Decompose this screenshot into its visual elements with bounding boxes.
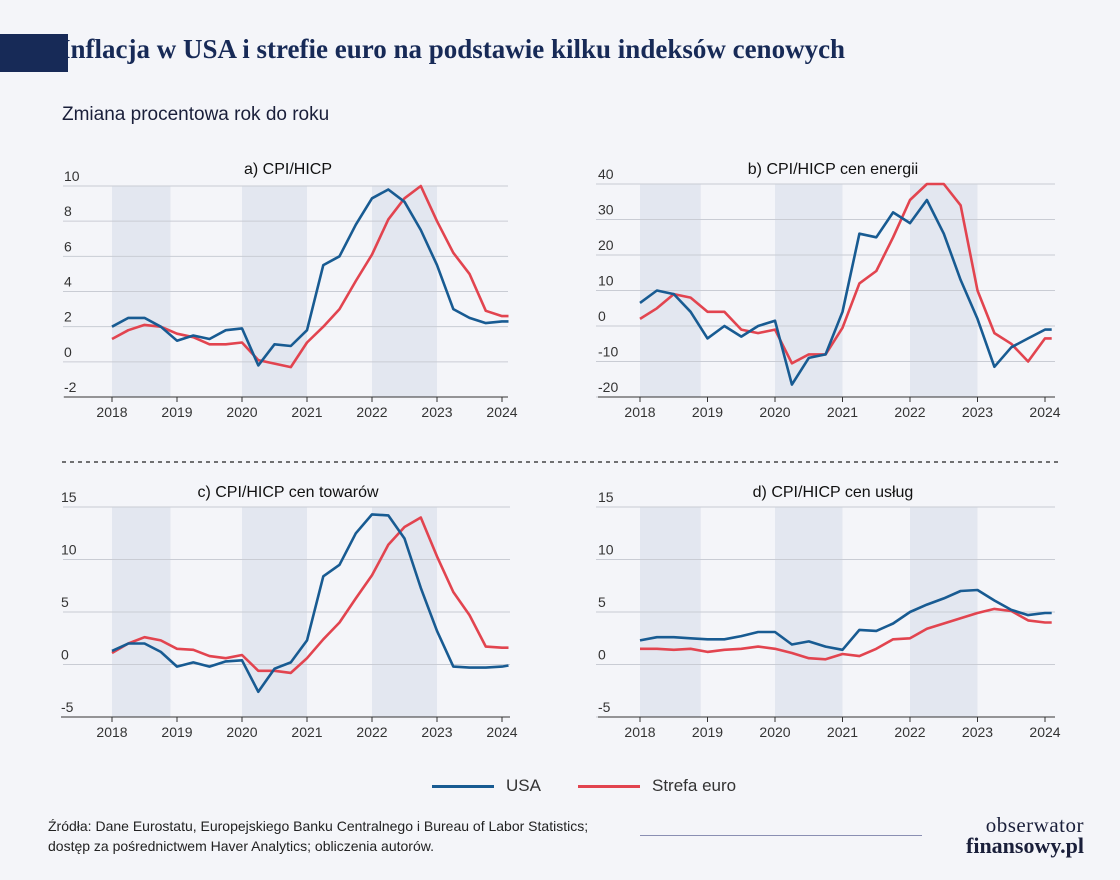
x-tick-label: 2019	[161, 404, 192, 420]
x-tick-label: 2022	[356, 724, 387, 740]
x-tick-label: 2023	[962, 724, 993, 740]
series-line-euro-4	[640, 607, 1052, 661]
source-line-1: Źródła: Dane Eurostatu, Europejskiego Ba…	[48, 818, 589, 834]
x-tick-label: 2020	[759, 724, 790, 740]
y-tick-label: 0	[61, 647, 69, 663]
series-line-usa-3	[111, 513, 509, 694]
x-tick-label: 2023	[421, 404, 452, 420]
series-line-usa-2	[639, 198, 1052, 386]
source-note: Źródła: Dane Eurostatu, Europejskiego Ba…	[48, 816, 588, 856]
x-tick-label: 2019	[161, 724, 192, 740]
y-tick-label: 2	[64, 309, 72, 325]
series-line-usa-1	[111, 188, 509, 367]
x-tick-label: 2024	[486, 404, 517, 420]
x-tick-label: 2019	[692, 724, 723, 740]
source-line-2: dostęp za pośrednictwem Haver Analytics;…	[48, 838, 434, 854]
x-tick-label: 2024	[1029, 724, 1060, 740]
y-tick-label: 10	[61, 542, 77, 558]
y-tick-label: 4	[64, 274, 72, 290]
series-line-euro-1	[111, 184, 509, 369]
y-tick-label: 30	[598, 202, 614, 218]
y-tick-label: 10	[64, 168, 80, 184]
y-tick-label: 0	[598, 647, 606, 663]
x-tick-label: 2018	[96, 724, 127, 740]
x-tick-label: 2023	[421, 724, 452, 740]
y-tick-label: 40	[598, 166, 614, 182]
legend-euro: Strefa euro	[578, 776, 736, 796]
y-tick-label: -2	[64, 379, 77, 395]
x-tick-label: 2021	[291, 724, 322, 740]
legend-usa: USA	[432, 776, 541, 796]
y-tick-label: 5	[61, 594, 69, 610]
x-tick-label: 2021	[827, 724, 858, 740]
legend-usa-swatch	[432, 784, 494, 788]
logo-line-2: finansowy.pl	[966, 833, 1084, 858]
x-tick-label: 2018	[624, 724, 655, 740]
x-tick-label: 2020	[759, 404, 790, 420]
y-tick-label: 15	[61, 489, 77, 505]
x-tick-label: 2021	[291, 404, 322, 420]
y-tick-label: 6	[64, 238, 72, 254]
legend-usa-label: USA	[506, 776, 541, 795]
y-tick-label: 15	[598, 489, 614, 505]
page-title: Inflacja w USA i strefie euro na podstaw…	[60, 34, 846, 64]
series-line-euro-3	[111, 516, 509, 675]
page-subtitle: Zmiana procentowa rok do roku	[62, 104, 330, 125]
title-accent-bar	[0, 34, 68, 72]
publisher-logo: obserwator finansowy.pl	[934, 815, 1084, 857]
y-tick-label: -10	[598, 344, 618, 360]
panel-title-1: a) CPI/HICP	[244, 161, 332, 178]
x-tick-label: 2018	[96, 404, 127, 420]
y-tick-label: -20	[598, 379, 618, 395]
y-tick-label: 10	[598, 542, 614, 558]
x-tick-label: 2023	[962, 404, 993, 420]
footer-rule	[640, 835, 922, 836]
x-tick-label: 2022	[356, 404, 387, 420]
y-tick-label: -5	[61, 699, 74, 715]
panel-title-3: c) CPI/HICP cen towarów	[197, 484, 379, 501]
x-tick-label: 2020	[226, 404, 257, 420]
panel-title-4: d) CPI/HICP cen usług	[753, 484, 914, 501]
y-tick-label: 10	[598, 273, 614, 289]
y-tick-label: -5	[598, 699, 611, 715]
x-tick-label: 2024	[1029, 404, 1060, 420]
legend-euro-swatch	[578, 784, 640, 788]
logo-line-1: obserwator	[985, 813, 1084, 837]
y-tick-label: 8	[64, 203, 72, 219]
x-tick-label: 2022	[894, 724, 925, 740]
x-tick-label: 2024	[486, 724, 517, 740]
x-tick-label: 2020	[226, 724, 257, 740]
series-line-euro-2	[639, 182, 1052, 365]
y-tick-label: 5	[598, 594, 606, 610]
legend-euro-label: Strefa euro	[652, 776, 737, 795]
y-tick-label: 0	[64, 344, 72, 360]
x-tick-label: 2022	[894, 404, 925, 420]
panel-title-2: b) CPI/HICP cen energii	[748, 161, 918, 178]
x-tick-label: 2019	[692, 404, 723, 420]
y-tick-label: 0	[598, 308, 606, 324]
y-tick-label: 20	[598, 237, 614, 253]
series-line-usa-4	[639, 588, 1052, 652]
x-tick-label: 2021	[827, 404, 858, 420]
x-tick-label: 2018	[624, 404, 655, 420]
